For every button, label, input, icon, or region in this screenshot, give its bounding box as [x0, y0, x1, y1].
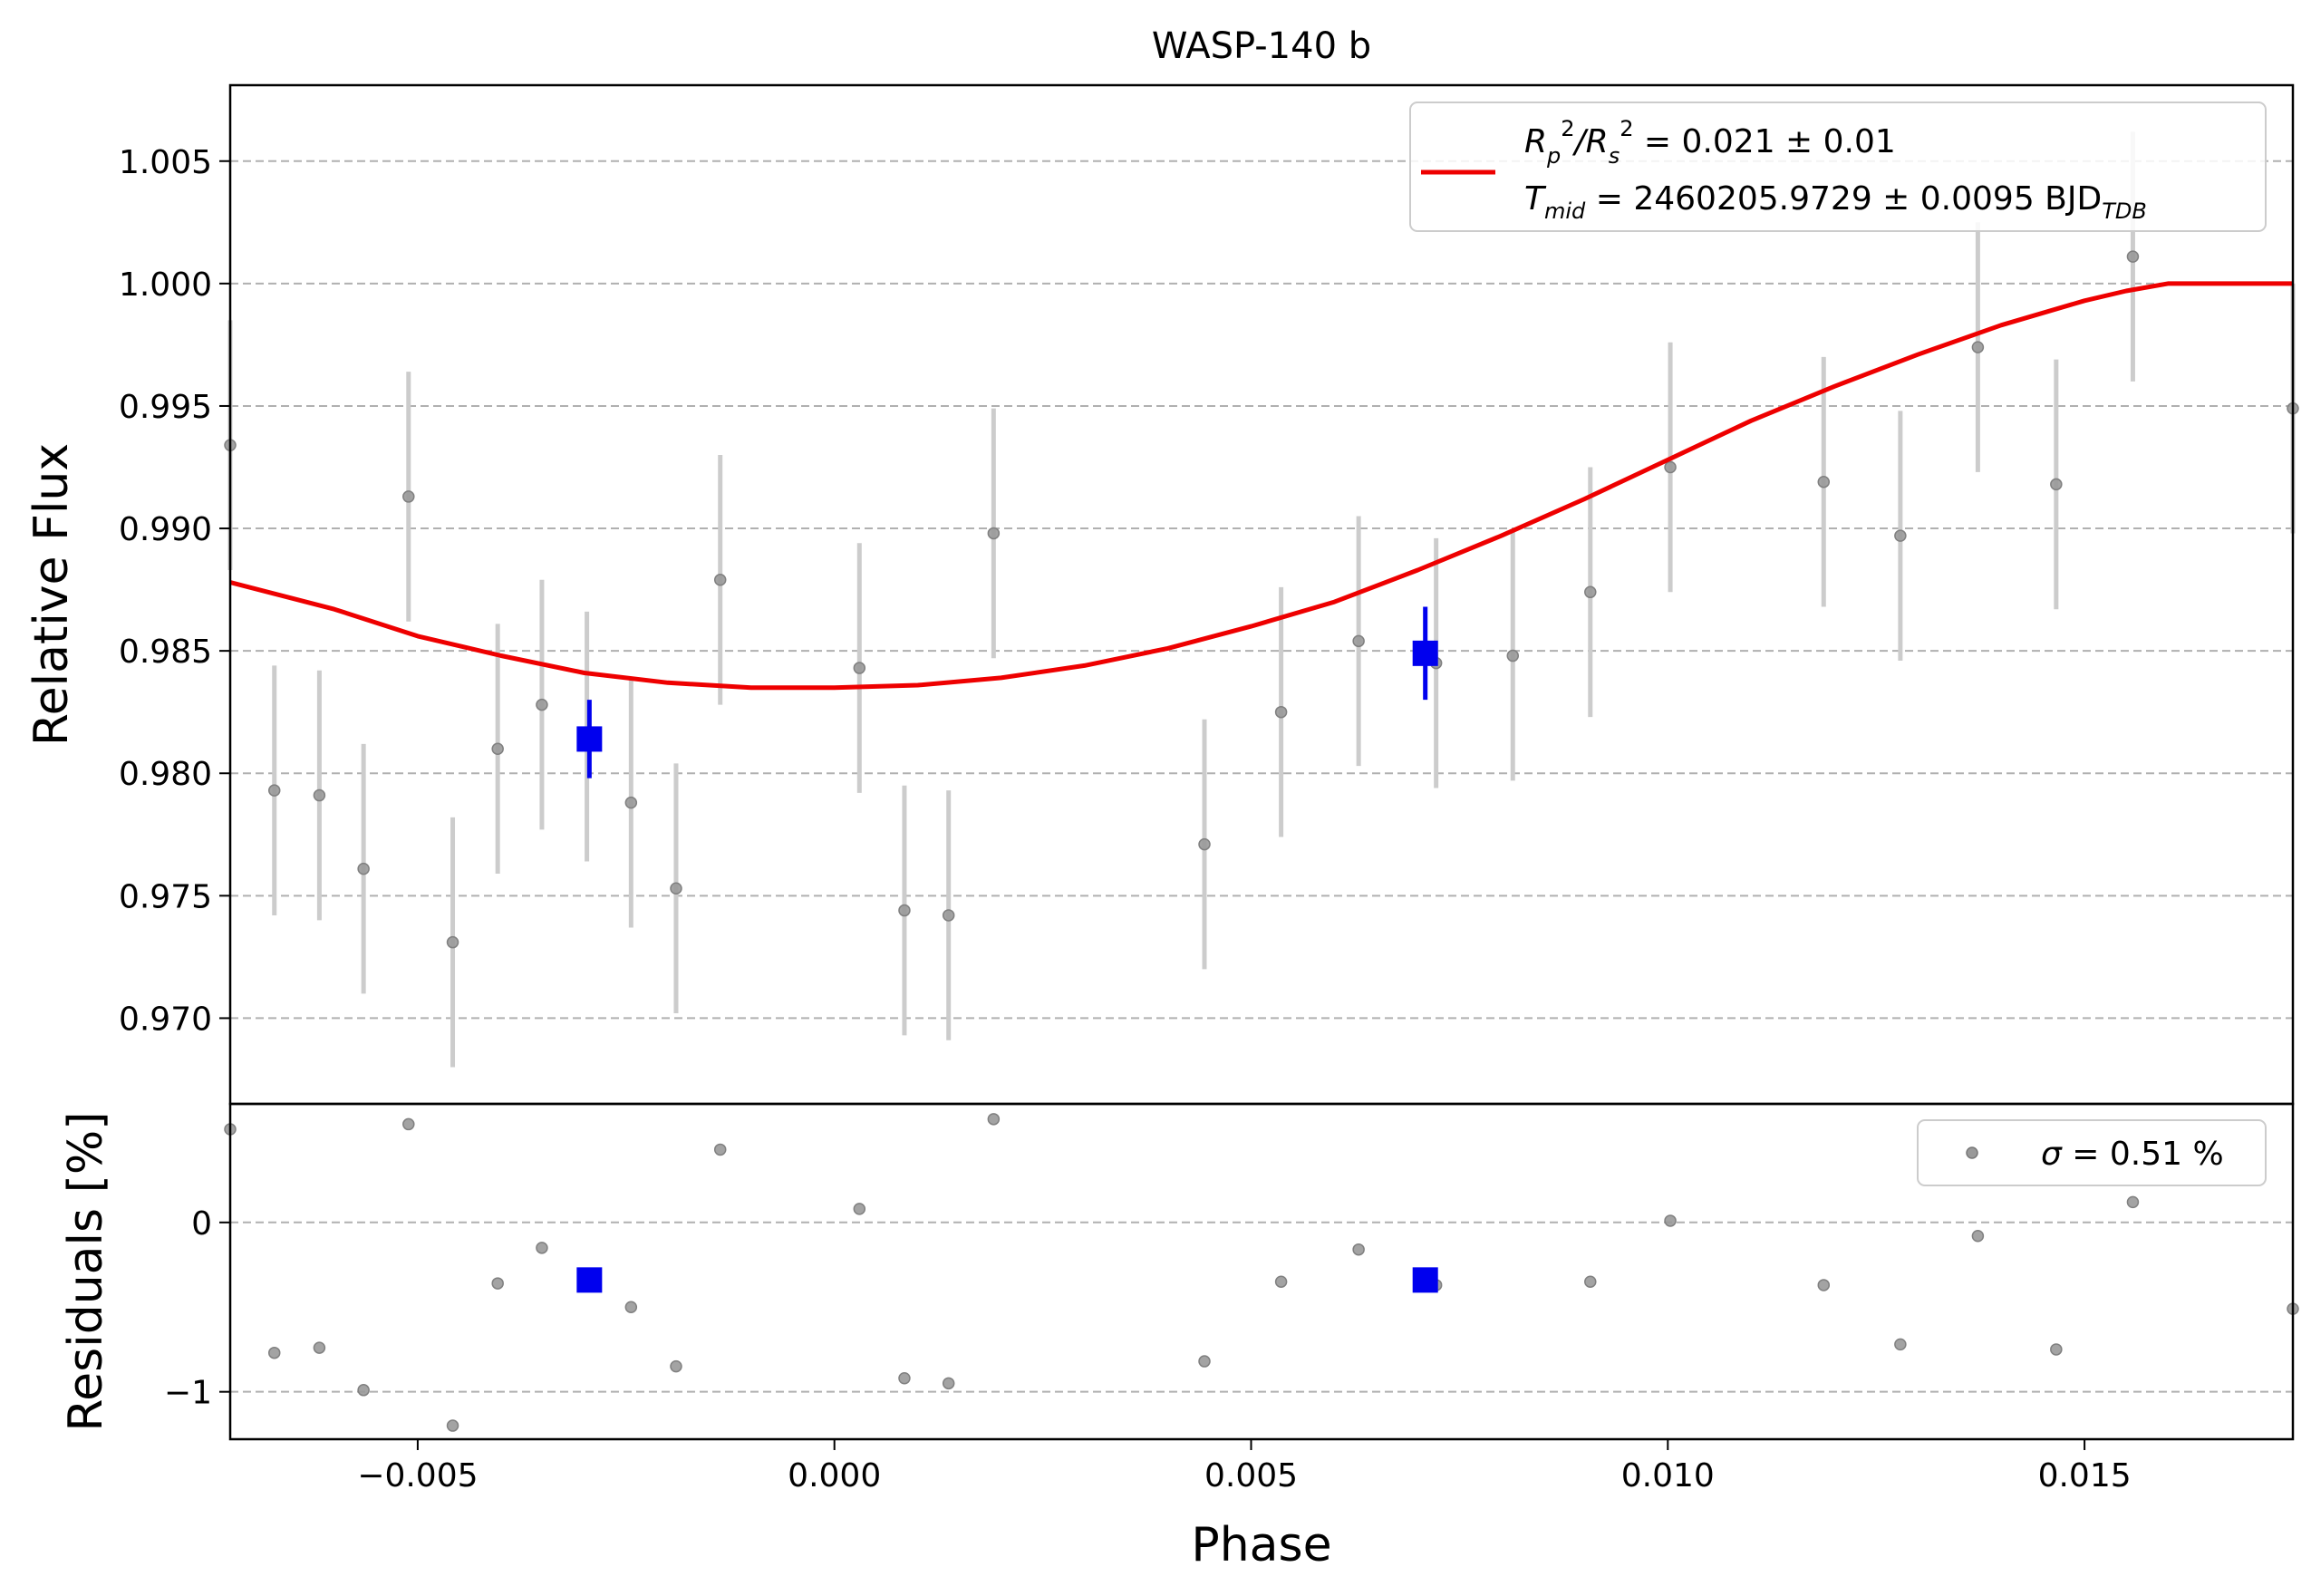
legend-mid-transit: Tmid = 2460205.9729 ± 0.0095 BJDTDB — [1524, 180, 2147, 224]
residual-point — [898, 1371, 911, 1385]
y-axis-label-residuals: Residuals [%] — [59, 1111, 113, 1431]
residual-binned-point — [1412, 1267, 1438, 1293]
data-point — [942, 909, 955, 922]
data-point — [402, 490, 415, 503]
residual-point — [1584, 1275, 1597, 1288]
x-tick-label: 0.005 — [1204, 1457, 1298, 1494]
residuals-binned-points — [576, 1267, 1438, 1293]
main-y-tick-label: 1.000 — [119, 266, 212, 304]
data-point — [1894, 529, 1907, 542]
residuals-plot-frame — [228, 1102, 2295, 1441]
data-point — [536, 698, 548, 711]
x-tick-label: 0.015 — [2038, 1457, 2132, 1494]
data-point — [1664, 460, 1677, 474]
data-point — [313, 788, 326, 802]
residual-point — [670, 1359, 682, 1373]
residual-point — [1971, 1230, 1985, 1243]
data-point — [713, 574, 727, 586]
residual-point — [2050, 1343, 2063, 1356]
residual-point — [1664, 1214, 1677, 1227]
main-y-tick-label: 0.995 — [119, 389, 212, 426]
residual-point — [313, 1341, 326, 1354]
residual-binned-point — [576, 1267, 603, 1293]
main-y-tick-label: 0.975 — [119, 878, 212, 915]
residuals-data-points — [224, 1113, 2299, 1432]
main-y-tick-label: 0.980 — [119, 756, 212, 793]
residuals-legend-marker — [1966, 1146, 1978, 1159]
transit-model — [229, 281, 2293, 691]
data-point — [2050, 478, 2063, 491]
data-point — [853, 662, 866, 674]
data-point — [898, 904, 911, 917]
data-point — [357, 862, 370, 875]
residual-point — [942, 1377, 955, 1390]
data-point — [1352, 634, 1365, 648]
residual-point — [536, 1242, 548, 1254]
data-point — [1584, 585, 1597, 599]
residuals-legend-box — [1917, 1119, 2267, 1186]
binned-point — [576, 726, 603, 752]
residual-point — [1274, 1275, 1288, 1288]
data-point — [446, 935, 459, 949]
data-point — [2126, 250, 2140, 263]
data-point — [1198, 837, 1211, 851]
residual-point — [1894, 1338, 1907, 1351]
data-point — [624, 796, 638, 809]
data-point — [1817, 475, 1831, 488]
residual-point — [1352, 1243, 1365, 1256]
x-tick-label: 0.000 — [788, 1457, 881, 1494]
residual-point — [402, 1117, 415, 1131]
residual-point — [1817, 1279, 1831, 1291]
residual-point — [491, 1277, 504, 1290]
chart-title: WASP-140 b — [1152, 25, 1371, 67]
legend-radius-ratio: Rp2/Rs2 = 0.021 ± 0.01 — [1524, 116, 1896, 169]
x-ticks: −0.005 0.000 0.005 0.010 0.015 — [357, 1439, 2132, 1494]
data-point — [267, 784, 281, 797]
data-point — [491, 742, 504, 755]
main-y-tick-label: 0.990 — [119, 511, 212, 548]
residuals-legend-label: σ = 0.51 % — [2041, 1136, 2224, 1173]
data-point — [1506, 649, 1520, 663]
residuals-grid — [230, 1221, 2293, 1393]
main-y-ticks: 0.970 0.975 0.980 0.985 0.990 0.995 1.000 1.005 — [119, 144, 230, 1038]
data-point — [670, 882, 682, 895]
binned-point — [1412, 640, 1438, 666]
main-y-tick-label: 0.985 — [119, 634, 212, 671]
residual-point — [713, 1143, 727, 1156]
residual-point — [446, 1419, 459, 1432]
main-grid — [230, 160, 2293, 1020]
model-curve — [229, 281, 2293, 691]
residuals-y-ticks: 0 −1 — [164, 1205, 230, 1412]
main-data-points — [224, 131, 2299, 1068]
residuals-y-tick-label: −1 — [164, 1375, 212, 1412]
data-point — [987, 527, 1001, 540]
y-axis-label-main: Relative Flux — [24, 443, 79, 746]
x-tick-label: −0.005 — [357, 1457, 478, 1494]
main-y-tick-label: 0.970 — [119, 1001, 212, 1038]
main-legend: Rp2/Rs2 = 0.021 ± 0.01 Tmid = 2460205.97… — [1409, 102, 2267, 232]
data-point — [1971, 341, 1985, 353]
residual-point — [624, 1301, 638, 1313]
residuals-y-tick-label: 0 — [191, 1205, 212, 1243]
x-axis-label: Phase — [1191, 1518, 1331, 1572]
residuals-legend: σ = 0.51 % — [1917, 1119, 2267, 1186]
residual-point — [267, 1346, 281, 1359]
data-point — [1274, 705, 1288, 719]
main-legend-box — [1409, 102, 2267, 232]
x-tick-label: 0.010 — [1621, 1457, 1715, 1494]
residual-point — [853, 1203, 866, 1215]
residual-point — [987, 1113, 1001, 1126]
residual-point — [1198, 1355, 1211, 1368]
main-y-tick-label: 1.005 — [119, 144, 212, 181]
main-binned-points — [576, 606, 1438, 779]
residual-point — [2126, 1195, 2140, 1209]
residual-point — [357, 1384, 370, 1397]
